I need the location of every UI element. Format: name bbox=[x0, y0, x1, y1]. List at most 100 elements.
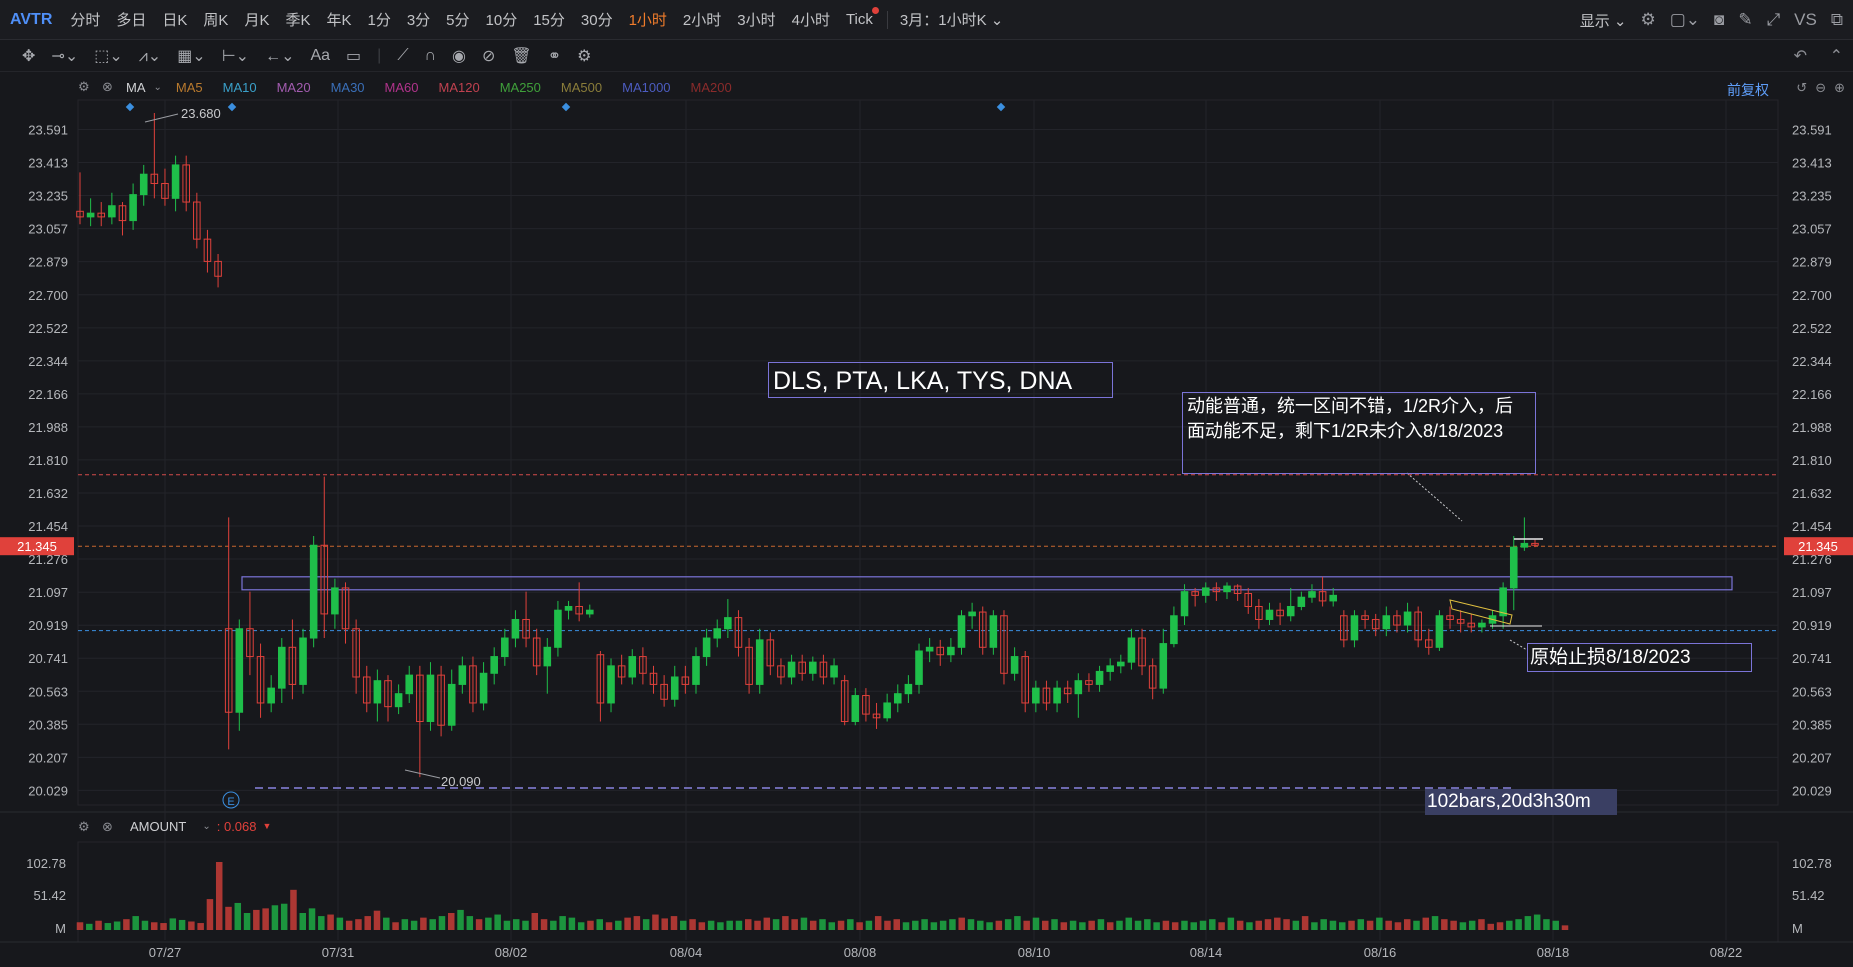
compare-button[interactable]: VS bbox=[1794, 10, 1817, 29]
y-tick-label-right: 22.700 bbox=[1792, 288, 1832, 303]
tab-timeframe-10[interactable]: 10分 bbox=[485, 12, 518, 29]
undo-icon[interactable]: ↶ bbox=[1793, 48, 1807, 65]
tab-timeframe-3[interactable]: 周K bbox=[203, 12, 229, 29]
tab-timeframe-5[interactable]: 季K bbox=[285, 12, 311, 29]
volume-bar bbox=[243, 913, 251, 930]
camera-icon[interactable]: ◙ bbox=[1714, 10, 1725, 29]
volume-bar bbox=[160, 923, 167, 930]
candle-body bbox=[469, 665, 477, 704]
magnet-icon[interactable]: ∩ bbox=[424, 46, 437, 64]
chevron-down-icon[interactable]: ⌄ bbox=[202, 820, 211, 832]
volume-bar bbox=[707, 920, 715, 930]
y-tick-label-right: 23.235 bbox=[1792, 189, 1832, 204]
trash-icon[interactable]: 🗑 bbox=[511, 47, 532, 65]
volume-bar bbox=[1125, 917, 1133, 930]
rectangle-tool-icon[interactable]: ⬚⌄ bbox=[94, 47, 123, 65]
tab-timeframe-15[interactable]: 3小时 bbox=[737, 12, 776, 29]
display-menu[interactable]: 显示 ⌄ bbox=[1579, 12, 1627, 30]
volume-bar bbox=[1348, 920, 1355, 930]
candle-body bbox=[543, 646, 552, 667]
amount-close-icon[interactable]: ⊗ bbox=[102, 819, 113, 834]
line-tool-icon[interactable]: ⊸⌄ bbox=[51, 47, 79, 65]
volume-bar bbox=[791, 919, 798, 930]
volume-bar bbox=[457, 909, 464, 930]
tab-timeframe-8[interactable]: 3分 bbox=[406, 12, 431, 29]
tab-timeframe-6[interactable]: 年K bbox=[326, 12, 352, 29]
comment-note[interactable]: 动能普通，统一区间不错，1/2R介入，后面动能不足，剩下1/2R未介入8/18/… bbox=[1182, 392, 1536, 474]
volume-bar bbox=[1394, 922, 1402, 930]
period-selector[interactable]: 3月：1小时K ⌄ bbox=[894, 9, 1009, 30]
x-tick-label: 08/18 bbox=[1537, 945, 1570, 960]
ma-title[interactable]: MA bbox=[126, 79, 146, 95]
ma-settings-icon[interactable]: ⚙ bbox=[78, 79, 90, 94]
symbol-label[interactable]: AVTR bbox=[10, 10, 53, 28]
tickers-note[interactable]: DLS, PTA, LKA, TYS, DNA bbox=[768, 362, 1113, 398]
candle-body bbox=[554, 609, 562, 648]
text-tool-icon[interactable]: Aa bbox=[310, 46, 331, 64]
y-tick-label-right: 21.276 bbox=[1792, 552, 1832, 567]
comment-tool-icon[interactable]: ▭ bbox=[346, 47, 362, 65]
candle-body bbox=[660, 683, 668, 700]
volume-bar bbox=[986, 922, 993, 930]
reset-icon[interactable]: ↺ bbox=[1796, 80, 1808, 95]
pencil-icon[interactable]: ✎ bbox=[1738, 10, 1753, 29]
arrow-tool-icon[interactable]: ←⌄ bbox=[265, 47, 295, 65]
ruler-icon[interactable]: ⟋ bbox=[397, 46, 409, 64]
volume-bar bbox=[113, 921, 121, 930]
tab-timeframe-0[interactable]: 分时 bbox=[70, 12, 101, 29]
candle-body bbox=[1074, 680, 1083, 695]
tab-timeframe-14[interactable]: 2小时 bbox=[682, 12, 722, 29]
y-tick-label-left: 20.029 bbox=[28, 783, 68, 798]
volume-bar bbox=[1274, 917, 1281, 930]
link-icon[interactable]: ⚭ bbox=[547, 47, 562, 65]
volume-bar bbox=[1199, 920, 1207, 930]
volume-bar bbox=[1227, 917, 1235, 930]
settings-icon[interactable]: ⚙ bbox=[1640, 10, 1656, 29]
fib-tool-icon[interactable]: ▦⌄ bbox=[177, 47, 206, 65]
tab-timeframe-1[interactable]: 多日 bbox=[116, 12, 147, 29]
eye-icon[interactable]: ◉ bbox=[452, 47, 466, 65]
volume-bar bbox=[1496, 922, 1504, 930]
y-tick-label-left: 22.166 bbox=[28, 387, 68, 402]
zoom-out-icon[interactable]: ⊖ bbox=[1815, 80, 1827, 95]
window-icon[interactable]: ⧉ bbox=[1830, 10, 1843, 29]
tab-timeframe-13[interactable]: 1小时 bbox=[628, 12, 667, 29]
chevron-down-icon[interactable]: ⌄ bbox=[153, 81, 162, 93]
volume-bar bbox=[624, 917, 631, 930]
tab-timeframe-2[interactable]: 日K bbox=[162, 12, 188, 29]
ma-close-icon[interactable]: ⊗ bbox=[102, 79, 113, 94]
tab-timeframe-11[interactable]: 15分 bbox=[533, 12, 565, 29]
tab-timeframe-4[interactable]: 月K bbox=[244, 12, 270, 29]
candle-body bbox=[76, 210, 84, 218]
volume-bar bbox=[1524, 916, 1532, 930]
polyline-tool-icon[interactable]: ⩘⌄ bbox=[138, 47, 162, 65]
settings-icon[interactable]: ⚙ bbox=[577, 47, 592, 65]
volume-bar bbox=[1339, 922, 1346, 930]
tab-timeframe-tick[interactable]: Tick bbox=[838, 7, 881, 28]
candle-body bbox=[203, 238, 212, 262]
tab-timeframe-12[interactable]: 30分 bbox=[580, 12, 613, 29]
fullscreen-icon[interactable]: ⤢ bbox=[1766, 10, 1781, 29]
volume-bar bbox=[1478, 919, 1485, 930]
zoom-in-icon[interactable]: ⊕ bbox=[1834, 80, 1845, 95]
hide-icon[interactable]: ⊘ bbox=[482, 47, 496, 65]
down-caret-icon: ▼ bbox=[262, 821, 272, 831]
candle-body bbox=[1361, 615, 1369, 620]
stop-loss-note[interactable]: 原始止损8/18/2023 bbox=[1527, 643, 1752, 672]
measure-tool-icon[interactable]: ⊢⌄ bbox=[221, 47, 250, 65]
volume-bar bbox=[512, 919, 520, 930]
amount-settings-icon[interactable]: ⚙ bbox=[78, 819, 90, 834]
tab-timeframe-16[interactable]: 4小时 bbox=[791, 12, 830, 29]
ma-item-ma10: MA10 bbox=[222, 79, 257, 95]
move-icon[interactable]: ✥ bbox=[22, 47, 36, 65]
adjust-mode-button[interactable]: 前复权 bbox=[1727, 82, 1769, 98]
tab-timeframe-9[interactable]: 5分 bbox=[446, 12, 470, 29]
candle-body bbox=[607, 665, 615, 704]
layout-icon[interactable]: ▢⌄ bbox=[1669, 10, 1701, 29]
volume-bar bbox=[151, 922, 158, 930]
event-marker bbox=[227, 102, 237, 112]
collapse-icon[interactable]: ⌃ bbox=[1829, 48, 1843, 65]
tab-timeframe-7[interactable]: 1分 bbox=[367, 12, 391, 29]
y-tick-label-left: 20.741 bbox=[28, 651, 68, 666]
